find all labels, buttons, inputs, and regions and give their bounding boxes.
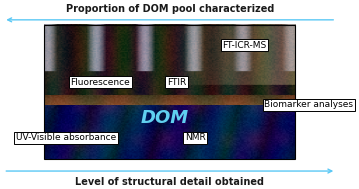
Text: FTIR: FTIR (167, 78, 186, 87)
Text: Level of structural detail obtained: Level of structural detail obtained (75, 177, 264, 187)
Text: FT-ICR-MS: FT-ICR-MS (222, 41, 267, 50)
Text: Proportion of DOM pool characterized: Proportion of DOM pool characterized (66, 5, 274, 14)
Bar (44, 25, 295, 159)
Text: Fluorescence: Fluorescence (70, 78, 130, 87)
Text: Biomarker analyses: Biomarker analyses (265, 100, 354, 109)
Text: NMR: NMR (185, 133, 206, 143)
Text: UV-Visible absorbance: UV-Visible absorbance (16, 133, 116, 143)
Text: DOM: DOM (141, 109, 189, 127)
